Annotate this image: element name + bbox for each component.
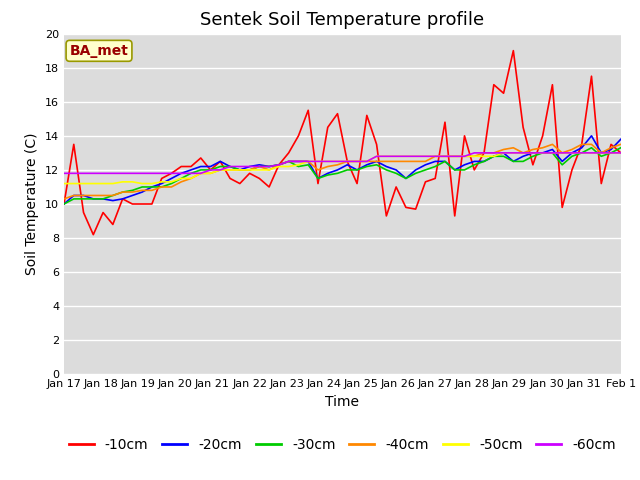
-50cm [617, 150, 625, 156]
Title: Sentek Soil Temperature profile: Sentek Soil Temperature profile [200, 11, 484, 29]
-20cm [431, 158, 439, 164]
-60cm [60, 170, 68, 176]
-40cm [597, 150, 605, 156]
Line: -20cm: -20cm [64, 136, 621, 204]
Line: -60cm: -60cm [64, 153, 621, 173]
-30cm [431, 164, 439, 169]
-10cm [480, 150, 488, 156]
X-axis label: Time: Time [325, 395, 360, 409]
-30cm [470, 162, 478, 168]
-60cm [470, 150, 478, 156]
-30cm [60, 201, 68, 207]
-10cm [597, 180, 605, 186]
-50cm [539, 150, 547, 156]
-40cm [187, 176, 195, 181]
-30cm [529, 154, 537, 159]
-40cm [60, 196, 68, 202]
-20cm [588, 133, 595, 139]
-10cm [548, 82, 556, 87]
-40cm [548, 142, 556, 147]
Line: -50cm: -50cm [64, 153, 621, 183]
-20cm [529, 150, 537, 156]
-50cm [597, 150, 605, 156]
-60cm [197, 170, 205, 176]
-10cm [197, 155, 205, 161]
-10cm [617, 150, 625, 156]
-10cm [509, 48, 517, 54]
Line: -40cm: -40cm [64, 144, 621, 199]
-50cm [197, 170, 205, 176]
-20cm [617, 136, 625, 142]
Line: -10cm: -10cm [64, 51, 621, 235]
-20cm [187, 167, 195, 173]
-20cm [197, 164, 205, 169]
-10cm [207, 167, 214, 173]
-30cm [617, 145, 625, 151]
-50cm [431, 154, 439, 159]
-30cm [597, 154, 605, 159]
-30cm [588, 145, 595, 151]
Y-axis label: Soil Temperature (C): Soil Temperature (C) [26, 133, 40, 275]
-50cm [500, 150, 508, 156]
-20cm [470, 158, 478, 164]
-50cm [470, 154, 478, 159]
-10cm [60, 201, 68, 207]
-20cm [597, 150, 605, 156]
Text: BA_met: BA_met [70, 44, 129, 58]
-30cm [197, 167, 205, 173]
-50cm [60, 180, 68, 186]
-10cm [441, 120, 449, 125]
Legend: -10cm, -20cm, -30cm, -40cm, -50cm, -60cm: -10cm, -20cm, -30cm, -40cm, -50cm, -60cm [63, 432, 621, 457]
-40cm [617, 142, 625, 147]
-60cm [480, 150, 488, 156]
-40cm [431, 154, 439, 159]
-30cm [187, 170, 195, 176]
-60cm [539, 150, 547, 156]
-10cm [90, 232, 97, 238]
-60cm [187, 170, 195, 176]
-60cm [617, 150, 625, 156]
Line: -30cm: -30cm [64, 148, 621, 204]
-40cm [470, 154, 478, 159]
-60cm [597, 150, 605, 156]
-20cm [60, 201, 68, 207]
-40cm [197, 170, 205, 176]
-60cm [431, 154, 439, 159]
-40cm [529, 146, 537, 152]
-50cm [187, 176, 195, 181]
